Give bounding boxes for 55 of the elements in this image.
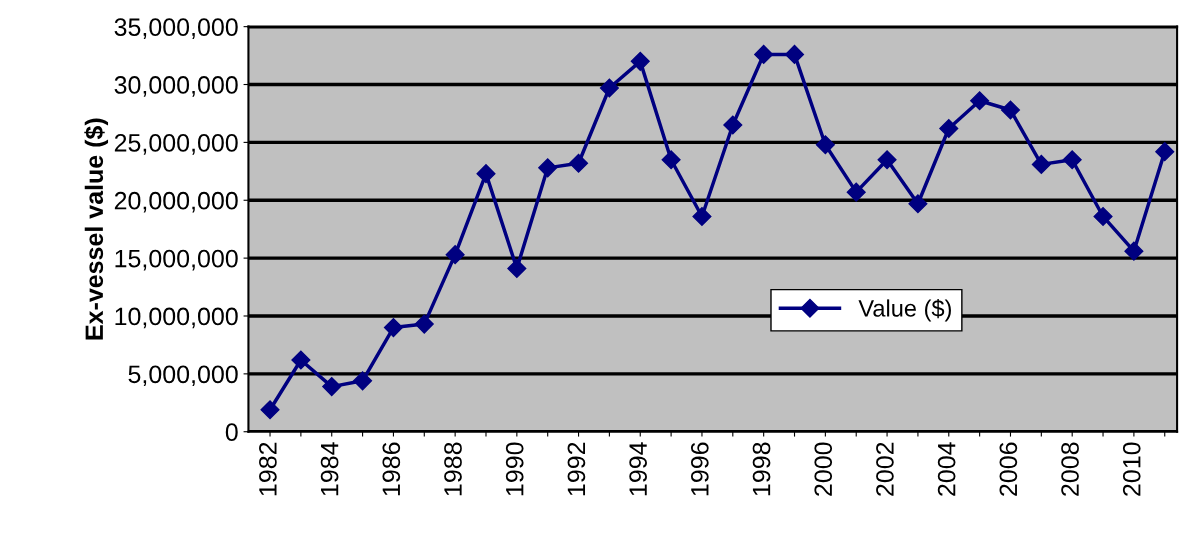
point	[1093, 206, 1113, 226]
point	[1000, 100, 1021, 120]
point	[538, 158, 558, 178]
x-tick-label: 2004	[937, 442, 956, 496]
point	[723, 115, 743, 135]
point	[507, 259, 527, 279]
point	[1062, 150, 1082, 170]
point	[569, 153, 589, 173]
point	[599, 78, 619, 98]
point	[692, 206, 712, 226]
x-tick-label: 1998	[752, 442, 771, 496]
x-tick-label: 1986	[382, 442, 401, 496]
y-tick-label: 10,000,000	[115, 307, 238, 329]
point	[815, 135, 835, 155]
point	[476, 164, 496, 184]
point	[754, 44, 774, 64]
x-tick-label: 2006	[999, 442, 1018, 496]
point	[970, 91, 990, 111]
point	[353, 371, 373, 391]
x-tick-label: 2002	[876, 442, 894, 496]
point	[661, 150, 681, 170]
y-tick-label: 0	[225, 423, 238, 442]
y-tick-label: 5,000,000	[128, 365, 238, 387]
point	[445, 245, 465, 265]
x-tick-label: 1982	[259, 442, 277, 496]
point	[939, 118, 959, 139]
y-tick-label: 35,000,000	[114, 18, 238, 39]
x-tick-label: 1996	[690, 442, 709, 496]
x-tick-label: 1994	[629, 442, 647, 496]
point	[877, 150, 897, 170]
x-tick-label: 2010	[1122, 442, 1141, 496]
legend-label: Value ($)	[858, 299, 951, 322]
x-tick-label: 1992	[567, 442, 586, 496]
y-tick-label: 25,000,000	[114, 133, 238, 155]
point	[784, 44, 805, 64]
point	[414, 314, 434, 334]
x-tick-label: 1988	[444, 442, 462, 496]
point	[322, 377, 342, 397]
point	[1124, 241, 1144, 261]
y-tick-label: 30,000,000	[114, 76, 238, 97]
point	[291, 350, 311, 370]
x-tick-label: 2008	[1061, 442, 1079, 496]
point	[846, 182, 866, 202]
y-tick-label: 20,000,000	[114, 191, 238, 213]
point	[383, 318, 403, 338]
point	[908, 194, 928, 214]
x-tick-label: 1984	[320, 442, 339, 496]
point	[630, 51, 650, 71]
x-tick-label: 1990	[505, 442, 524, 496]
x-tick-label: 2000	[814, 442, 833, 496]
point	[1155, 142, 1175, 162]
y-tick-label: 15,000,000	[115, 249, 238, 271]
y-axis-title: Ex-vessel value ($)	[84, 118, 109, 340]
point	[1031, 154, 1051, 174]
point	[260, 400, 280, 420]
